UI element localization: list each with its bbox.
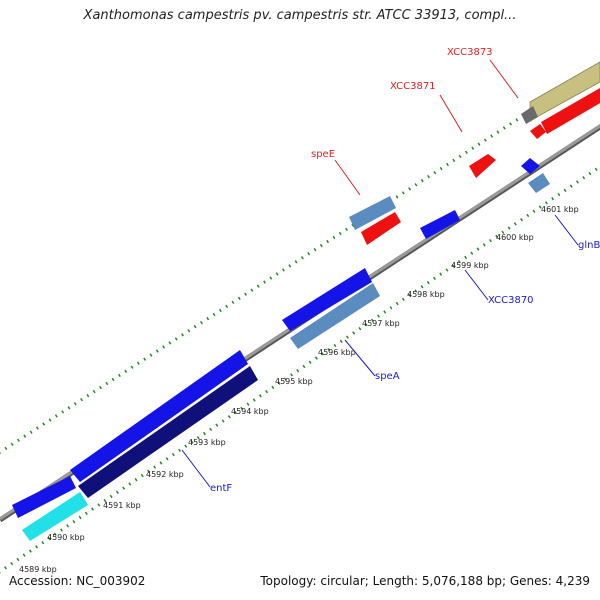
tick-label-4591: 4591 kbp — [103, 501, 141, 510]
genome-summary: Topology: circular; Length: 5,076,188 bp… — [260, 574, 590, 588]
gene-small-red-shape[interactable] — [530, 124, 546, 139]
gene-entF-navy-shape[interactable] — [78, 366, 258, 498]
forward-features — [349, 61, 600, 245]
tick-label-4596: 4596 kbp — [318, 348, 356, 357]
tick-label-4592: 4592 kbp — [146, 470, 184, 479]
gene-glnB-shape[interactable] — [521, 158, 540, 174]
label-entF[interactable]: entF — [210, 483, 232, 494]
label-speE[interactable]: speE — [311, 149, 335, 160]
leader-lines — [181, 59, 579, 488]
tick-label-4601: 4601 kbp — [541, 205, 579, 214]
tick-label-4598: 4598 kbp — [407, 290, 445, 299]
gene-cyan-shape[interactable] — [22, 492, 88, 541]
tick-label-4595: 4595 kbp — [275, 377, 313, 386]
gene-entF-blue-shape[interactable] — [70, 350, 248, 482]
gene-speE-shape[interactable] — [361, 212, 401, 245]
gene-small-grey-shape[interactable] — [521, 106, 538, 124]
gene-speA-shape[interactable] — [290, 283, 380, 349]
tick-label-4599: 4599 kbp — [451, 261, 489, 270]
tick-label-4594: 4594 kbp — [231, 407, 269, 416]
accession-label: Accession: NC_003902 — [9, 574, 146, 588]
gene-XCC3871-shape[interactable] — [469, 154, 496, 178]
outer-track-guide — [0, 64, 600, 454]
gene-steel-1-shape[interactable] — [349, 196, 396, 230]
gene-XCC3870-shape[interactable] — [282, 268, 372, 331]
gene-blue-left-shape[interactable] — [12, 476, 76, 518]
tick-label-4590: 4590 kbp — [47, 533, 85, 542]
label-XCC3871[interactable]: XCC3871 — [390, 81, 436, 92]
label-speA[interactable]: speA — [375, 371, 400, 382]
tick-label-4589: 4589 kbp — [19, 565, 57, 574]
gene-glnB-steel-shape[interactable] — [528, 173, 550, 193]
inner-track-guide — [0, 164, 600, 574]
tick-label-4593: 4593 kbp — [188, 438, 226, 447]
gene-XCC3871-large-shape[interactable] — [541, 88, 600, 134]
gene-blue-fwd-shape[interactable] — [420, 210, 460, 239]
map-title: Xanthomonas campestris pv. campestris st… — [83, 8, 517, 23]
label-XCC3870[interactable]: XCC3870 — [488, 295, 534, 306]
label-glnB[interactable]: glnB — [578, 240, 600, 251]
tick-label-4600: 4600 kbp — [496, 233, 534, 242]
tick-label-4597: 4597 kbp — [362, 319, 400, 328]
label-XCC3873[interactable]: XCC3873 — [447, 47, 493, 58]
reverse-features — [12, 158, 550, 541]
